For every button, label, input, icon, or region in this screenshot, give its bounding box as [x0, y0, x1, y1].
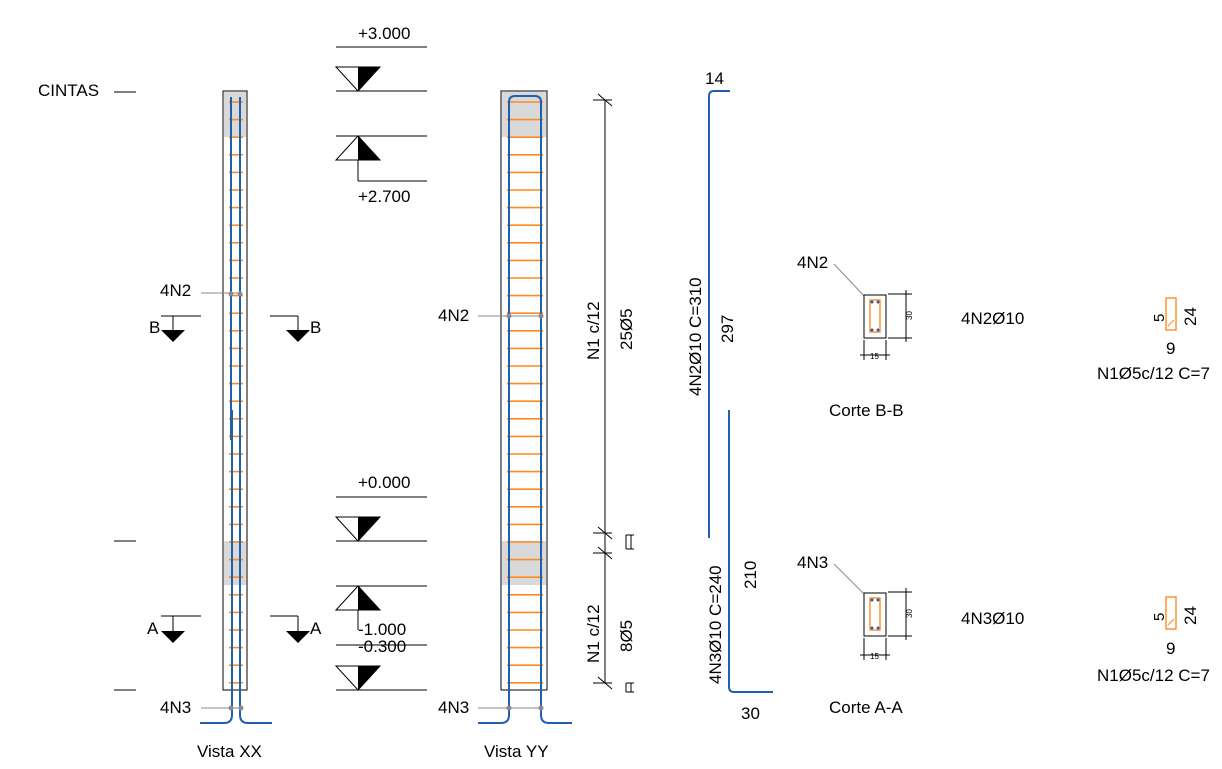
- section-bb-bar-spec: 4N2Ø10: [961, 309, 1024, 328]
- n2-hook-label: 14: [705, 69, 724, 88]
- svg-text:+0.000: +0.000: [358, 473, 410, 492]
- rebar-n3-right-yy: [540, 410, 572, 724]
- cintas-label: CINTAS: [38, 81, 99, 100]
- rebar-n3-right-xx: [239, 410, 272, 724]
- rebar-n3-left-xx: [200, 410, 233, 724]
- svg-text:-0.300: -0.300: [358, 637, 406, 656]
- dimension-stirrups: N1 c/12 25Ø5 N1 c/12 8Ø5: [584, 93, 636, 693]
- n2-desc: 4N2Ø10 C=310: [686, 277, 705, 396]
- section-bb-tag: 4N2: [797, 253, 828, 272]
- section-cut-b: B B: [149, 315, 321, 342]
- svg-text:A: A: [310, 619, 322, 638]
- section-aa-bar-spec: 4N3Ø10: [961, 609, 1024, 628]
- n3-desc: 4N3Ø10 C=240: [706, 565, 725, 684]
- dim-label-upper: N1 c/12: [584, 301, 603, 360]
- view-yy-title: Vista YY: [484, 742, 549, 761]
- svg-text:24: 24: [1181, 606, 1200, 625]
- tag-4n2-xx: 4N2: [160, 281, 191, 300]
- svg-text:+3.000: +3.000: [358, 24, 410, 43]
- svg-text:+2.700: +2.700: [358, 187, 410, 206]
- svg-text:A: A: [147, 619, 159, 638]
- tag-4n3-xx: 4N3: [160, 698, 191, 717]
- dim-label-lower: N1 c/12: [584, 604, 603, 663]
- tag-4n2-yy: 4N2: [438, 306, 469, 325]
- column-view-xx: [200, 90, 272, 724]
- column-view-yy: [478, 90, 572, 724]
- section-bb: 4N2 30 15 4N2Ø10 Corte B-B 5 24 9 N1Ø5c/…: [797, 253, 1210, 420]
- beam-zone-top-xx: [224, 92, 246, 137]
- svg-text:5: 5: [1151, 613, 1168, 621]
- n3-length: 210: [741, 561, 760, 589]
- n2-length: 297: [718, 315, 737, 343]
- column-outline-xx: [222, 90, 248, 691]
- svg-text:9: 9: [1166, 639, 1175, 658]
- svg-text:5: 5: [1151, 314, 1168, 322]
- level-upper: +2.700: [334, 135, 427, 206]
- section-aa: 4N3 30 15 4N3Ø10 Corte A-A 5 24 9 N1Ø5c/…: [797, 553, 1210, 717]
- svg-text:B: B: [149, 318, 160, 337]
- svg-text:30: 30: [905, 311, 914, 320]
- section-bb-stirrup-spec: N1Ø5c/12 C=7: [1097, 364, 1210, 383]
- svg-text:9: 9: [1166, 339, 1175, 358]
- svg-text:B: B: [310, 318, 321, 337]
- level-top: +3.000: [334, 24, 427, 92]
- section-aa-stirrup-spec: N1Ø5c/12 C=7: [1097, 666, 1210, 685]
- n3-hook-label: 30: [741, 704, 760, 723]
- beam-zone-bottom-xx: [224, 541, 246, 585]
- svg-text:24: 24: [1181, 307, 1200, 326]
- dim-label-lower-count: 8Ø5: [617, 620, 636, 652]
- tag-4n3-yy: 4N3: [438, 698, 469, 717]
- section-cut-a: A A: [147, 615, 322, 643]
- svg-text:15: 15: [870, 652, 879, 661]
- dim-label-upper-count: 25Ø5: [617, 308, 636, 350]
- level-low: -1.000 -0.300: [334, 585, 427, 691]
- svg-text:-1.000: -1.000: [358, 620, 406, 639]
- rebar-n3-left-yy: [478, 410, 510, 724]
- section-aa-title: Corte A-A: [829, 698, 903, 717]
- svg-text:15: 15: [870, 352, 879, 361]
- section-bb-title: Corte B-B: [829, 401, 904, 420]
- bar-schedule: 14 4N2Ø10 C=310 297 4N3Ø10 C=240 210 30: [686, 69, 773, 723]
- svg-text:30: 30: [905, 609, 914, 618]
- level-zero: +0.000: [334, 473, 427, 542]
- section-aa-tag: 4N3: [797, 553, 828, 572]
- rebar-n2-yy: [508, 95, 542, 440]
- view-xx-title: Vista XX: [197, 742, 262, 761]
- stirrups-yy: [507, 101, 543, 684]
